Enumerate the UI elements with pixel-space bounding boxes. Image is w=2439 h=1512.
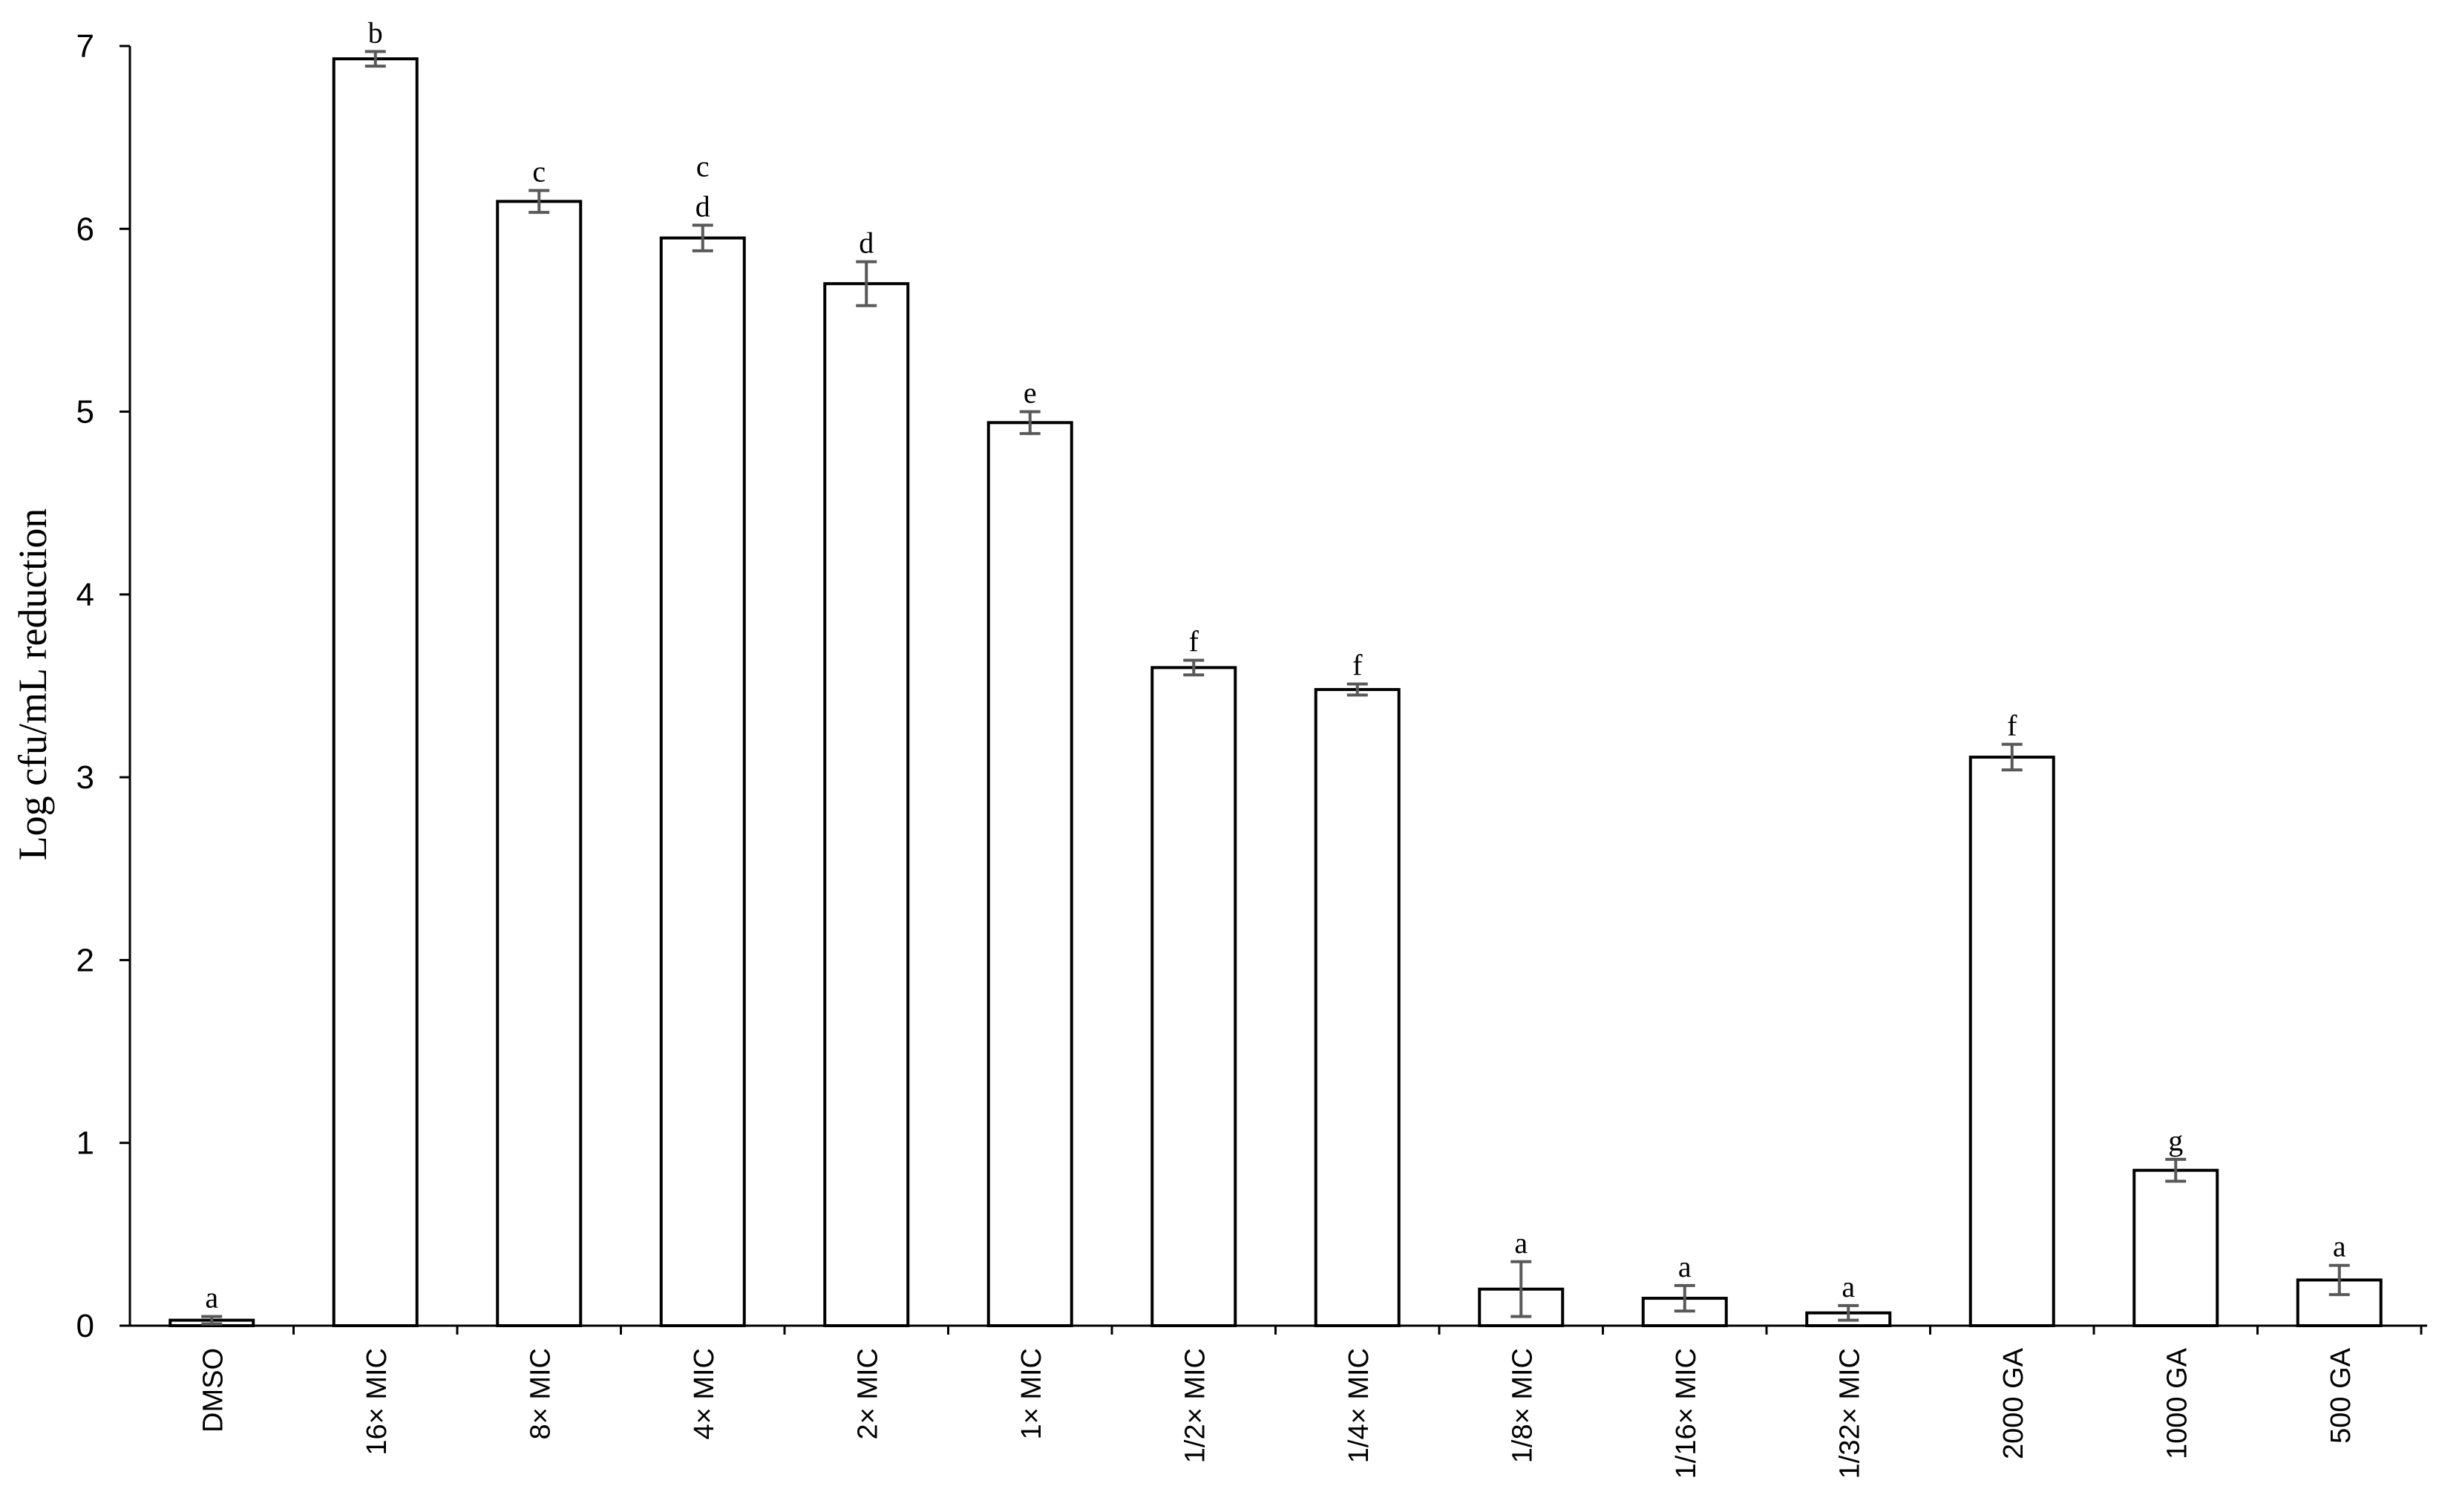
significance-label-11: f <box>2007 709 2017 742</box>
x-tick-label: 8× MIC <box>525 1348 556 1440</box>
significance-label-13: a <box>2333 1230 2346 1263</box>
error-bars <box>201 50 2350 1326</box>
x-tick-label: 2000 GA <box>1998 1347 2029 1459</box>
y-axis-label: Log cfu/mL reduction <box>10 508 55 861</box>
bars <box>168 57 2383 1328</box>
significance-label-3: c <box>696 149 710 183</box>
bar-6 <box>1150 666 1237 1327</box>
x-tick-label: 1/4× MIC <box>1343 1348 1375 1463</box>
significance-label-10: a <box>1841 1270 1855 1303</box>
y-tick-label: 5 <box>76 394 94 431</box>
significance-label-4: d <box>859 226 874 260</box>
error-bar-3 <box>692 223 713 252</box>
error-bar-6 <box>1183 658 1205 677</box>
significance-label-12: g <box>2168 1124 2183 1157</box>
bar-11 <box>1968 756 2055 1327</box>
x-tick-label: 2× MIC <box>852 1348 883 1440</box>
x-tick-label: 4× MIC <box>689 1348 720 1440</box>
y-tick-label: 1 <box>76 1125 94 1162</box>
error-bar-11 <box>2001 742 2023 772</box>
y-tick-label: 3 <box>76 759 94 796</box>
significance-label-1: b <box>368 16 383 49</box>
error-bar-7 <box>1346 682 1368 697</box>
significance-label-0: a <box>205 1281 218 1315</box>
bar-5 <box>986 421 1073 1328</box>
x-tick-label: 16× MIC <box>361 1348 393 1456</box>
y-tick-label: 6 <box>76 211 94 247</box>
error-bar-4 <box>856 260 877 307</box>
error-bar-9 <box>1674 1283 1695 1313</box>
y-tick-label: 7 <box>76 28 94 65</box>
x-tick-label: 1/2× MIC <box>1179 1348 1211 1463</box>
error-bar-2 <box>528 189 550 215</box>
bar-2 <box>496 200 583 1327</box>
bar-1 <box>332 57 419 1328</box>
y-ticks: 0 1 2 3 4 5 6 7 <box>76 28 130 1344</box>
error-bar-8 <box>1510 1260 1532 1318</box>
bar-3 <box>659 236 746 1328</box>
y-tick-label: 2 <box>76 942 94 978</box>
significance-label-6: f <box>1189 625 1199 658</box>
error-bar-12 <box>2165 1157 2187 1183</box>
bar-7 <box>1314 687 1401 1327</box>
bar-4 <box>823 282 910 1328</box>
error-bar-10 <box>1838 1303 1859 1322</box>
significance-label-5: e <box>1024 376 1037 410</box>
significance-label-2: c <box>532 155 546 189</box>
bar-12 <box>2132 1168 2219 1327</box>
x-tick-label: DMSO <box>197 1348 229 1433</box>
y-tick-label: 4 <box>76 577 94 613</box>
significance-label-8: a <box>1514 1226 1528 1260</box>
x-tick-label: 1/32× MIC <box>1834 1348 1865 1479</box>
error-bar-5 <box>1019 410 1041 436</box>
x-tick-label: 1/16× MIC <box>1671 1348 1702 1479</box>
error-bar-13 <box>2328 1263 2350 1297</box>
y-tick-label: 0 <box>76 1308 94 1344</box>
significance-label-3: d <box>695 189 710 223</box>
error-bar-0 <box>201 1315 223 1326</box>
x-tick-label: 1/8× MIC <box>1507 1348 1538 1463</box>
x-tick-label: 500 GA <box>2325 1347 2357 1444</box>
error-bar-1 <box>364 50 386 68</box>
significance-label-9: a <box>1678 1250 1692 1283</box>
significance-label-7: f <box>1352 649 1363 682</box>
x-tick-label: 1000 GA <box>2161 1347 2193 1459</box>
x-ticks: DMSO 16× MIC 8× MIC 4× MIC 2× MIC 1× MIC 1/2× … <box>197 1326 2423 1479</box>
x-tick-label: 1× MIC <box>1016 1348 1047 1440</box>
axes <box>128 46 2427 1327</box>
